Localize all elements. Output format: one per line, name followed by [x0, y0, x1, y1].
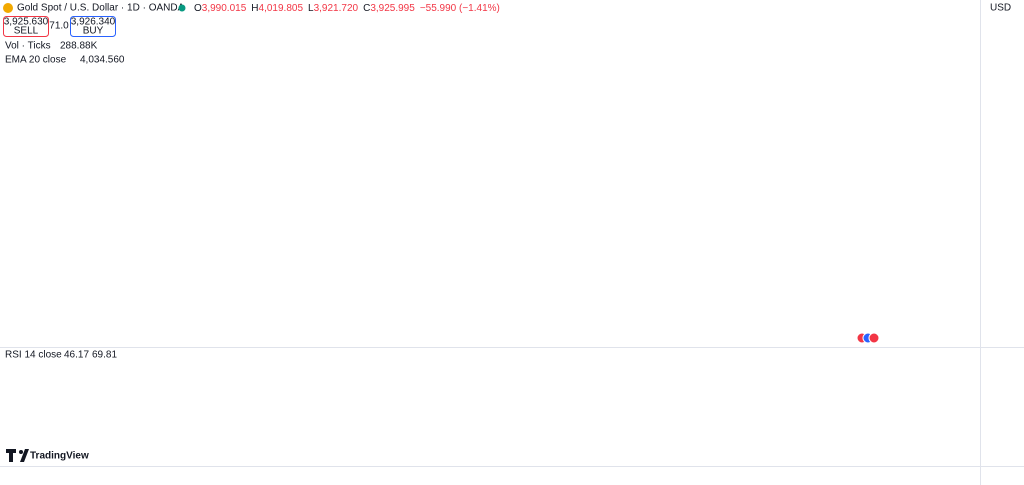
ohlc-value: 4,019.805 — [259, 3, 304, 14]
market-status — [178, 4, 186, 12]
currency-label: USD — [990, 3, 1011, 14]
rsi-legend: RSI 14 close — [5, 350, 62, 361]
ohlc-readout: O3,990.015 H4,019.805 L3,921.720 C3,925.995… — [194, 3, 500, 14]
rsi-legend-value: 46.17 — [64, 350, 89, 361]
ohlc-key: L — [308, 3, 314, 14]
buy-price: 3,926.340 — [71, 17, 116, 28]
symbol-title: Gold Spot / U.S. Dollar · 1D · OANDA — [17, 3, 185, 14]
ohlc-key: C — [363, 3, 370, 14]
rsi-ma-legend-value: 69.81 — [92, 350, 117, 361]
buy-label: BUY — [83, 26, 104, 37]
sell-button[interactable] — [3, 16, 49, 37]
ohlc-value: 3,925.995 — [370, 3, 415, 14]
ema-legend: EMA 20 close — [5, 55, 67, 66]
buy-button[interactable] — [70, 16, 116, 37]
ema-legend-value: 4,034.560 — [80, 55, 125, 66]
sell-price: 3,925.630 — [4, 17, 49, 28]
event-flags — [856, 332, 880, 344]
spread: 71.0 — [49, 21, 69, 32]
ohlc-key: H — [251, 3, 258, 14]
sell-label: SELL — [14, 26, 39, 37]
ohlc-value: 3,921.720 — [314, 3, 359, 14]
symbol-icon — [3, 3, 13, 13]
watermark: TradingView — [6, 449, 89, 462]
watermark-text: TradingView — [30, 451, 89, 462]
ohlc-value: 3,990.015 — [202, 3, 247, 14]
volume-legend: Vol · Ticks — [5, 41, 51, 52]
change-value: −55.990 (−1.41%) — [420, 3, 500, 14]
ohlc-key: O — [194, 3, 202, 14]
volume-legend-value: 288.88K — [60, 41, 98, 52]
